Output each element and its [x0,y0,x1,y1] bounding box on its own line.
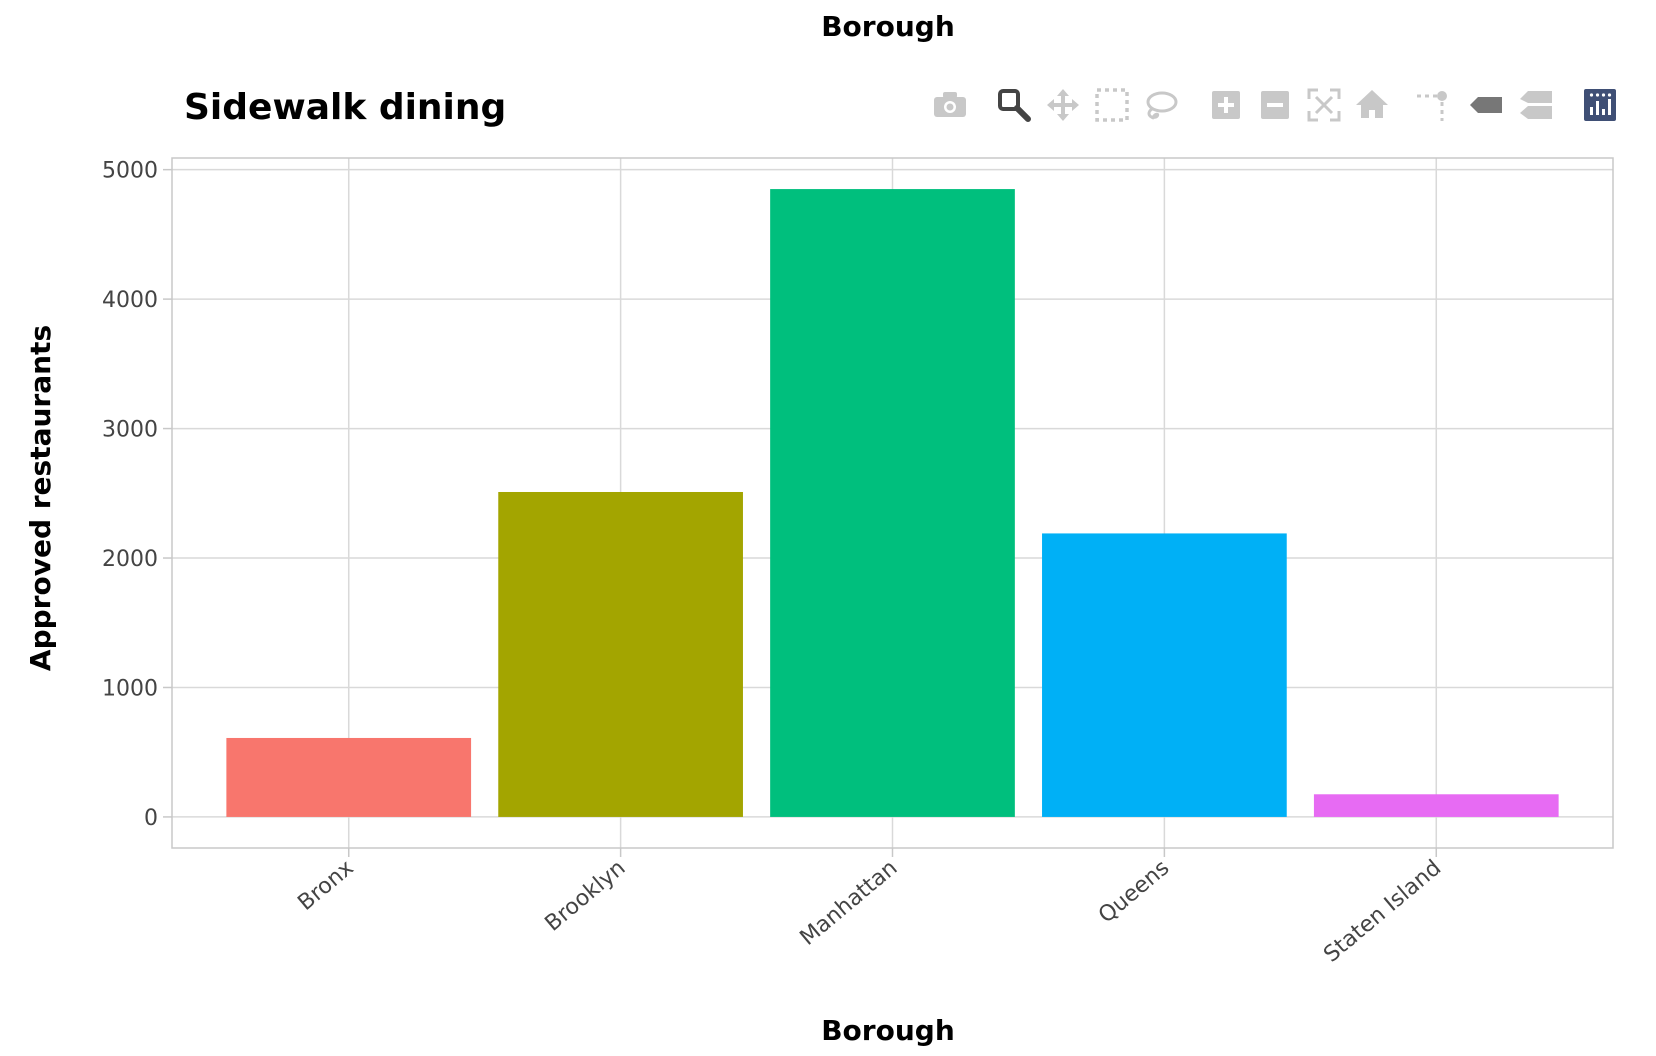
hover-closest-icon[interactable]: Show closest data on hover [1466,85,1506,125]
bar-brooklyn[interactable] [498,491,743,817]
modebar: Download plot as a png ZoomPanBox SelectL… [930,85,1620,125]
pan-icon[interactable]: Pan [1043,85,1083,125]
y-tick-label: 2000 [102,547,158,572]
y-tick-label: 0 [144,806,158,831]
y-axis: 0 1000 2000 3000 4000 5000 [102,159,172,831]
y-tick-label: 1000 [102,676,158,701]
chart-title: Sidewalk dining [184,87,506,128]
y-axis-title: Approved restaurants [24,325,57,671]
bars [226,189,1559,817]
zoom-in-icon[interactable]: Zoom in [1206,85,1246,125]
y-tick-label: 3000 [102,418,158,443]
reset-axes-icon[interactable]: Reset axes [1352,85,1392,125]
hover-compare-icon[interactable]: Compare data on hover [1516,85,1556,125]
box-select-icon[interactable]: Box Select [1092,85,1132,125]
plotly-logo-icon[interactable]: Produced with Plotly [1580,85,1620,125]
y-tick-label: 4000 [102,288,158,313]
lasso-select-icon[interactable]: Lasso Select [1140,85,1180,125]
zoom-icon[interactable]: Zoom [994,85,1034,125]
bar-bronx[interactable] [226,737,472,817]
camera-icon[interactable]: Download plot as a png [930,85,970,125]
autoscale-icon[interactable]: Autoscale [1304,85,1344,125]
y-tick-label: 5000 [102,159,158,184]
spike-lines-icon[interactable]: Toggle Spike Lines [1413,85,1453,125]
bar-staten-island[interactable] [1313,794,1559,817]
bar-queens[interactable] [1042,533,1287,817]
x-axis-title: Borough [821,1014,955,1047]
zoom-out-icon[interactable]: Zoom out [1255,85,1295,125]
facet-strip-label: Borough [821,10,955,43]
bar-manhattan[interactable] [770,189,1015,817]
